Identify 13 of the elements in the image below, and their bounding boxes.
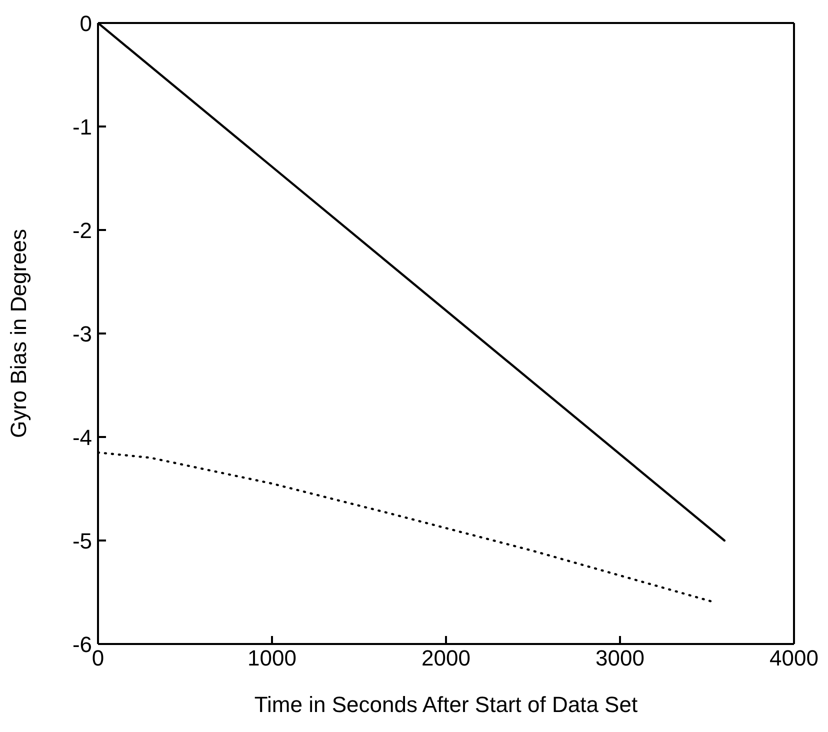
y-tick-label: -4 — [72, 424, 92, 450]
y-tick-label: -5 — [72, 528, 92, 554]
y-tick-label: -2 — [72, 218, 92, 243]
x-tick-label: 4000 — [770, 646, 818, 671]
y-tick-label: -1 — [72, 114, 92, 140]
y-tick-label: -3 — [72, 321, 92, 346]
x-tick-label: 1000 — [248, 646, 296, 671]
y-tick-label: -6 — [72, 632, 92, 657]
y-tick-label: 0 — [80, 10, 92, 36]
x-tick-label: 2000 — [422, 646, 470, 671]
x-tick-label: 3000 — [596, 646, 644, 671]
x-axis-title: Time in Seconds After Start of Data Set — [254, 692, 638, 717]
y-axis-title: Gyro Bias in Degrees — [6, 228, 31, 438]
